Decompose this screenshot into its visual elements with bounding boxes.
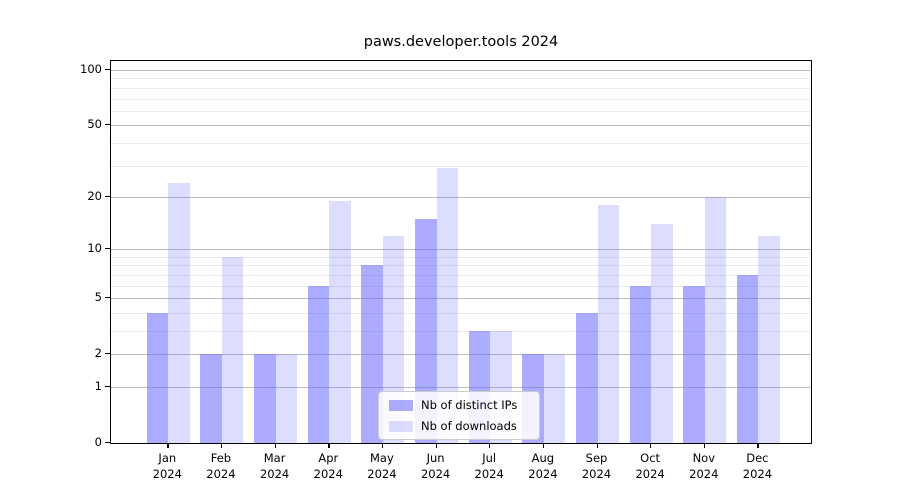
- minor-gridline: [111, 285, 811, 287]
- x-tick-mark: [757, 443, 759, 448]
- y-tick-mark: [105, 69, 110, 71]
- minor-gridline: [111, 331, 811, 332]
- y-tick-label: 5: [94, 290, 102, 305]
- x-tick-label-apr: Apr 2024: [313, 451, 343, 481]
- y-tick-mark: [105, 442, 110, 444]
- x-tick-mark: [435, 443, 437, 448]
- x-tick-label-sep: Sep 2024: [581, 451, 612, 481]
- x-tick-mark: [489, 443, 491, 448]
- x-tick-label-jul: Jul 2024: [474, 451, 504, 481]
- minor-gridline: [111, 265, 811, 267]
- y-tick-mark: [105, 353, 110, 355]
- minor-gridline: [111, 98, 811, 100]
- bar-downloads-nov: [704, 196, 727, 443]
- x-tick-mark: [220, 443, 223, 448]
- x-tick-mark: [328, 443, 330, 448]
- bar-distinct-ips-jan: [146, 312, 169, 443]
- bar-downloads-feb: [221, 256, 244, 443]
- y-tick-label: 100: [80, 62, 102, 76]
- major-gridline: [111, 249, 811, 251]
- x-tick-mark: [381, 443, 384, 448]
- legend-label-distinct-ips: Nb of distinct IPs: [421, 398, 518, 412]
- minor-gridline: [111, 256, 811, 258]
- major-gridline: [111, 354, 811, 356]
- x-tick-label-aug: Aug 2024: [528, 451, 558, 481]
- bar-downloads-dec: [758, 235, 780, 443]
- bar-downloads-jan: [168, 182, 190, 443]
- minor-gridline: [111, 110, 811, 112]
- y-tick-label: 2: [94, 346, 102, 361]
- minor-gridline: [111, 274, 811, 276]
- bar-distinct-ips-sep: [576, 312, 598, 443]
- bar-downloads-jun: [436, 168, 459, 443]
- x-tick-mark: [542, 443, 545, 448]
- bar-distinct-ips-nov: [683, 285, 705, 443]
- minor-gridline: [111, 165, 811, 167]
- y-tick-mark: [105, 124, 110, 126]
- major-gridline: [111, 196, 811, 198]
- y-tick-mark: [105, 297, 110, 299]
- bar-distinct-ips-jun: [415, 218, 437, 443]
- y-tick-label: 20: [87, 188, 102, 203]
- legend-label-downloads: Nb of downloads: [421, 419, 517, 433]
- x-tick-mark: [167, 443, 169, 448]
- y-tick-label: 10: [87, 241, 102, 256]
- legend-swatch-distinct-ips: [389, 399, 413, 411]
- bar-downloads-aug: [543, 354, 566, 443]
- bar-downloads-oct: [651, 224, 673, 443]
- bar-distinct-ips-dec: [736, 274, 759, 443]
- y-tick-label: 1: [94, 379, 102, 393]
- x-tick-label-jun: Jun 2024: [420, 451, 451, 481]
- x-tick-label-dec: Dec 2024: [742, 451, 773, 481]
- y-tick-label: 0: [94, 435, 102, 449]
- x-tick-label-feb: Feb 2024: [206, 451, 236, 481]
- bar-downloads-apr: [329, 200, 351, 443]
- x-tick-mark: [703, 443, 706, 448]
- major-gridline: [111, 125, 811, 127]
- minor-gridline: [111, 78, 811, 80]
- bar-distinct-ips-feb: [200, 354, 222, 443]
- legend-swatch-downloads: [389, 420, 413, 432]
- major-gridline: [111, 387, 811, 388]
- x-tick-label-mar: Mar 2024: [259, 451, 290, 481]
- minor-gridline: [111, 312, 811, 314]
- bar-distinct-ips-oct: [629, 285, 652, 443]
- bar-distinct-ips-may: [361, 265, 383, 443]
- bar-distinct-ips-apr: [307, 285, 330, 443]
- legend: Nb of distinct IPs Nb of downloads: [378, 391, 540, 440]
- y-tick-mark: [105, 195, 110, 198]
- bar-downloads-sep: [597, 205, 619, 443]
- x-tick-label-jan: Jan 2024: [152, 451, 182, 481]
- major-gridline: [111, 298, 811, 300]
- plot-area: [110, 60, 812, 444]
- x-tick-mark: [650, 443, 652, 448]
- minor-gridline: [111, 87, 811, 89]
- bar-downloads-mar: [275, 354, 298, 443]
- x-tick-label-oct: Oct 2024: [635, 451, 665, 481]
- y-tick-label: 50: [87, 117, 102, 132]
- y-tick-mark: [105, 386, 110, 388]
- y-tick-mark: [105, 248, 110, 250]
- x-tick-mark: [596, 443, 598, 448]
- legend-row-distinct-ips: Nb of distinct IPs: [389, 398, 531, 412]
- bar-distinct-ips-mar: [254, 354, 276, 443]
- x-tick-label-nov: Nov 2024: [689, 451, 719, 481]
- x-tick-label-may: May 2024: [367, 451, 397, 481]
- major-gridline: [111, 70, 811, 71]
- chart-title: paws.developer.tools 2024: [363, 34, 559, 50]
- x-tick-mark: [274, 443, 276, 448]
- minor-gridline: [111, 142, 811, 144]
- legend-row-downloads: Nb of downloads: [389, 419, 531, 433]
